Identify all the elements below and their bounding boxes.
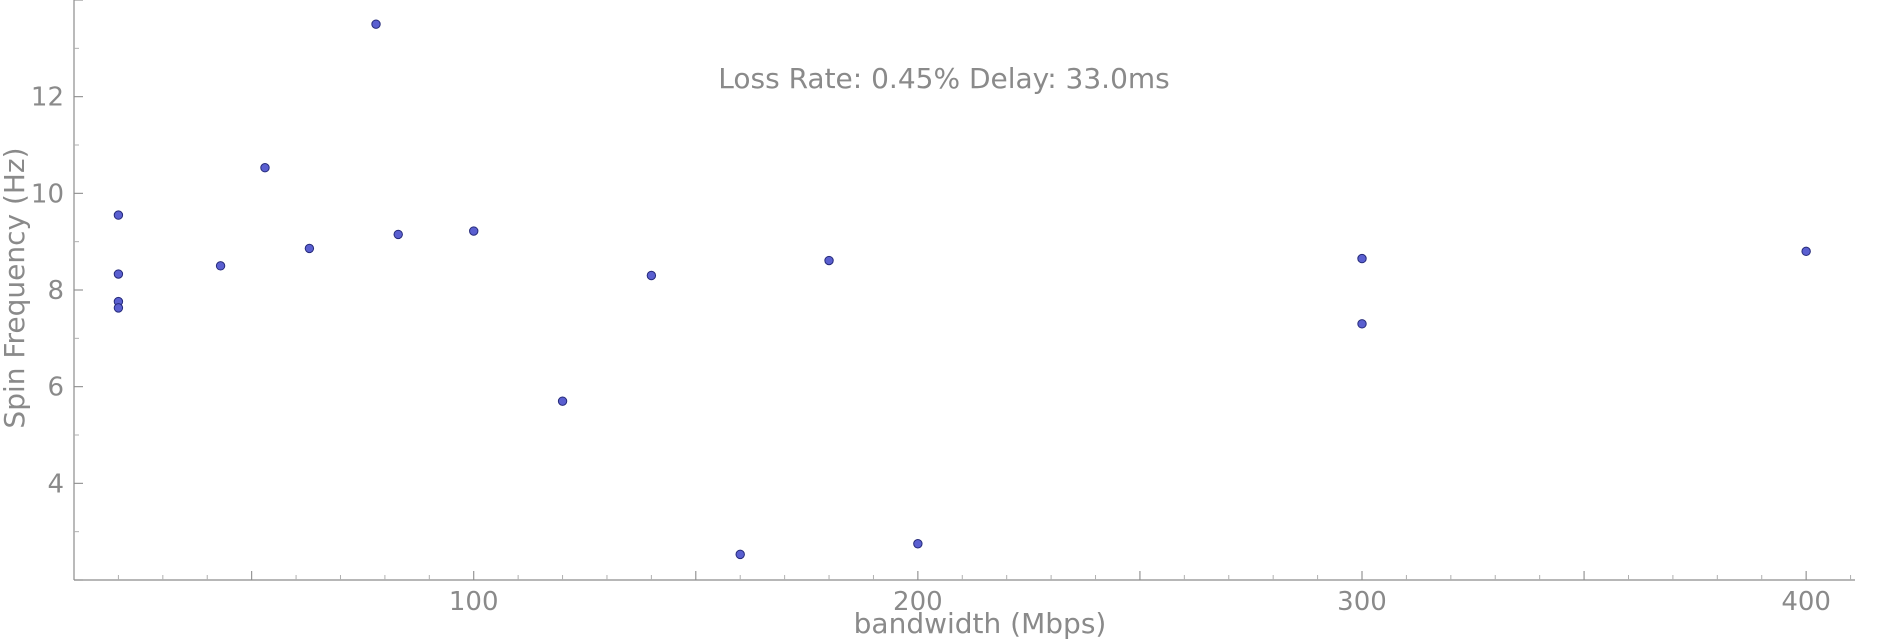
x-axis-label: bandwidth (Mbps) (854, 607, 1107, 640)
x-tick-label: 200 (893, 587, 943, 617)
x-tick-label: 300 (1337, 587, 1387, 617)
y-tick-label: 12 (31, 83, 64, 113)
scatter-point (646, 270, 657, 281)
scatter-point (215, 261, 226, 271)
y-axis-label: Spin Frequency (Hz) (0, 147, 31, 428)
scatter-point (557, 396, 568, 406)
tick-labels: 100 200 300 400 4 6 8 10 12 (31, 83, 1831, 617)
scatter-point (371, 19, 381, 29)
chart-title: Loss Rate: 0.45% Delay: 33.0ms (718, 62, 1170, 95)
scatter-point (1357, 253, 1367, 264)
scatter-point (913, 539, 923, 549)
scatter-point (735, 549, 745, 560)
scatter-point (1801, 246, 1811, 257)
y-tick-label: 8 (47, 276, 64, 306)
x-tick-label: 100 (449, 587, 499, 617)
scatter-point (113, 269, 124, 279)
scatter-point (113, 210, 124, 220)
ticks (74, 0, 1852, 581)
x-tick-label: 400 (1781, 587, 1831, 617)
scatter-point (469, 226, 479, 236)
scatter-point (393, 229, 403, 240)
y-tick-label: 6 (47, 373, 64, 403)
scatter-point (113, 303, 124, 313)
y-tick-label: 4 (47, 469, 64, 499)
scatter-point (304, 243, 315, 254)
y-tick-label: 10 (31, 179, 64, 209)
scatter-point (1357, 319, 1367, 329)
data-points (113, 19, 1811, 560)
scatter-point (260, 163, 270, 173)
scatter-point (824, 255, 834, 266)
